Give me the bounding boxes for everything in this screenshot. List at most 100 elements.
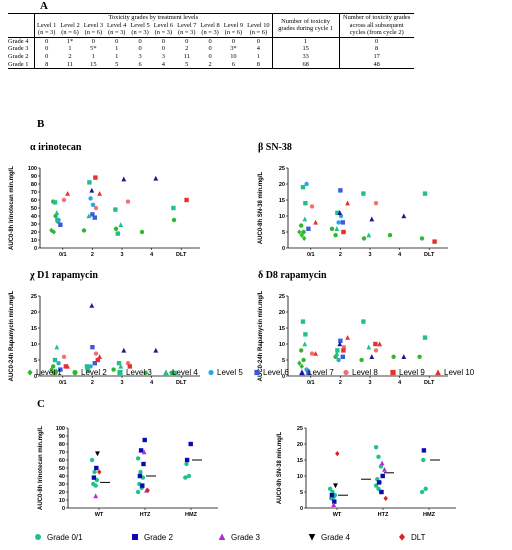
y-tick-label: 10	[31, 238, 37, 244]
x-tick-label: 4	[150, 380, 154, 386]
subsequent-cell: 8	[375, 45, 379, 53]
data-point	[297, 360, 302, 366]
data-point	[93, 483, 98, 488]
level-header-4: Level 4 (n = 3)	[105, 21, 129, 38]
table-cell: 0	[115, 37, 119, 45]
data-point	[359, 357, 364, 363]
y-tick-label: 0	[34, 374, 37, 380]
y-tick-label: 100	[56, 426, 65, 432]
data-point	[422, 191, 428, 196]
legend-label: Grade 2	[144, 533, 173, 542]
table-header-subsequent: Number of toxicity grades across all sub…	[339, 13, 414, 38]
data-point	[186, 473, 192, 479]
subsequent-cell: 0	[375, 37, 379, 45]
data-point	[376, 480, 382, 485]
level-name: Level 10	[247, 21, 270, 29]
table-cell: 11	[183, 52, 190, 60]
table-cell: 0	[208, 37, 212, 45]
data-point	[65, 190, 71, 196]
x-tick-label: 3	[368, 252, 371, 258]
x-tick-label: HTZ	[140, 512, 151, 518]
level-name: Level 8	[200, 21, 220, 29]
table-cell: 1*	[66, 37, 74, 45]
y-tick-label: 25	[31, 294, 37, 300]
subsequent-cell: 48	[339, 60, 414, 70]
table-cell: 2	[185, 45, 189, 53]
data-point	[63, 364, 68, 369]
level-name: Level 4	[107, 21, 127, 29]
table-cell: 0	[161, 45, 165, 53]
table-cell: 8	[245, 60, 273, 70]
level-name: Level 1	[37, 21, 57, 29]
data-point	[335, 210, 340, 215]
level-header-8: Level 8 (n = 3)	[198, 21, 222, 38]
legend-label: Level 3	[126, 368, 152, 377]
table-cell: 1	[115, 52, 119, 60]
x-tick-label: DLT	[176, 380, 187, 386]
data-point	[93, 175, 98, 180]
data-point	[54, 210, 60, 215]
data-point	[401, 213, 407, 219]
y-tick-label: 5	[282, 230, 285, 236]
data-point	[171, 217, 177, 223]
data-point	[138, 469, 143, 475]
table-cell: 15	[81, 60, 106, 70]
data-point	[345, 334, 351, 340]
data-point	[93, 493, 99, 499]
chart-title: β SN-38	[258, 142, 292, 153]
data-point	[89, 187, 95, 193]
data-point	[115, 231, 120, 236]
data-point	[141, 449, 147, 455]
table-cell: 0	[231, 37, 236, 45]
table-cell: 1	[91, 52, 95, 60]
row-label: Grade 3	[8, 45, 35, 53]
x-tick-label: 0/1	[307, 252, 315, 258]
table-cell: 2	[68, 52, 72, 60]
legend-marker	[208, 369, 214, 376]
data-point	[97, 354, 103, 359]
data-point	[334, 226, 340, 231]
data-point	[337, 341, 343, 347]
level-n: (n = 3)	[178, 29, 196, 37]
data-point	[121, 347, 127, 353]
data-point	[336, 357, 341, 363]
y-tick-label: 20	[59, 490, 65, 496]
data-point	[377, 341, 383, 347]
y-axis-label: AUC0-24h Rapamycin min.mg/L	[9, 290, 15, 381]
data-point	[379, 489, 384, 495]
data-point	[421, 457, 426, 463]
legend-label: Level 9	[399, 368, 425, 377]
data-point	[95, 451, 100, 457]
y-tick-label: 30	[31, 222, 37, 228]
level-header-3: Level 3 (n = 6)	[81, 21, 106, 38]
legend-marker	[343, 369, 349, 376]
level-header-6: Level 6 (n = 3)	[151, 21, 176, 38]
y-tick-label: 0	[34, 246, 37, 252]
data-point	[333, 233, 338, 238]
legend-marker	[72, 369, 78, 376]
table-cell: 0	[138, 37, 142, 45]
data-point	[92, 215, 97, 220]
data-point	[373, 201, 379, 206]
data-point	[338, 188, 343, 193]
data-point	[306, 370, 311, 375]
legend-marker	[218, 533, 226, 540]
data-point	[86, 213, 92, 219]
x-tick-label: 2	[339, 380, 342, 386]
y-tick-label: 40	[31, 214, 37, 220]
y-axis-label: AUC0-8h SN-38 min.mg/L	[258, 171, 264, 244]
x-tick-label: 0/1	[59, 252, 67, 258]
data-point	[84, 364, 90, 369]
data-point	[303, 332, 308, 337]
y-tick-label: 60	[31, 198, 37, 204]
cycle1-cell: 68	[272, 60, 340, 70]
data-point	[303, 201, 308, 206]
table-cell: 6	[128, 60, 152, 70]
data-point	[93, 205, 99, 211]
cycle1-cell: 15	[272, 45, 340, 53]
data-point	[301, 229, 306, 235]
data-point	[188, 441, 193, 447]
table-row: Grade 1 8 11 15 5 6 4 5 2 6 8 68 48	[8, 60, 414, 70]
data-point	[88, 364, 93, 369]
y-tick-label: 100	[28, 166, 37, 172]
